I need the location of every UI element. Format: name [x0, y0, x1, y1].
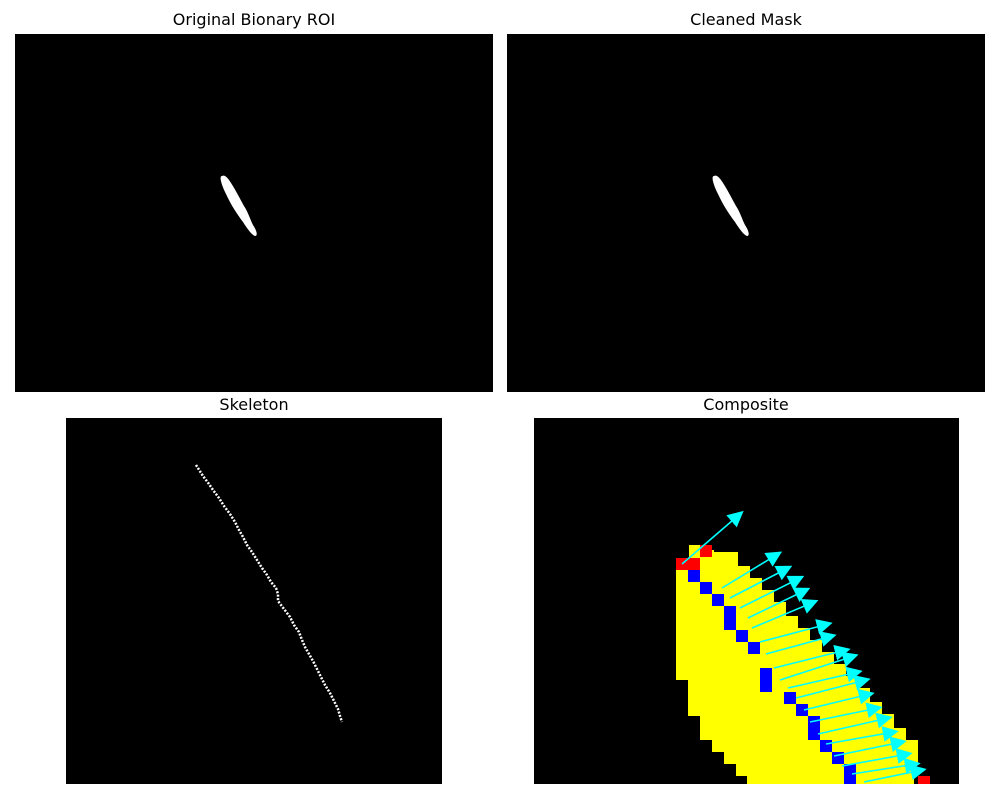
cleaned-blob — [712, 175, 749, 236]
skeleton-image — [66, 418, 442, 784]
panel-title-composite: Composite — [703, 395, 789, 414]
composite-image — [534, 418, 959, 784]
original-roi-image — [15, 34, 493, 392]
composite-svg — [676, 510, 930, 784]
panel-title-original: Original Bionary ROI — [172, 10, 336, 29]
composite-fill-region — [676, 545, 918, 784]
cleaned-mask-svg — [712, 175, 749, 236]
panel-title-skeleton: Skeleton — [219, 395, 289, 414]
original-roi-svg — [220, 175, 257, 236]
skeleton-svg — [194, 464, 344, 723]
cleaned-mask-image — [507, 34, 985, 392]
composite-arrows — [681, 510, 927, 783]
panel-title-cleaned: Cleaned Mask — [690, 10, 802, 29]
original-blob — [220, 175, 257, 236]
skeleton-line — [194, 464, 344, 723]
